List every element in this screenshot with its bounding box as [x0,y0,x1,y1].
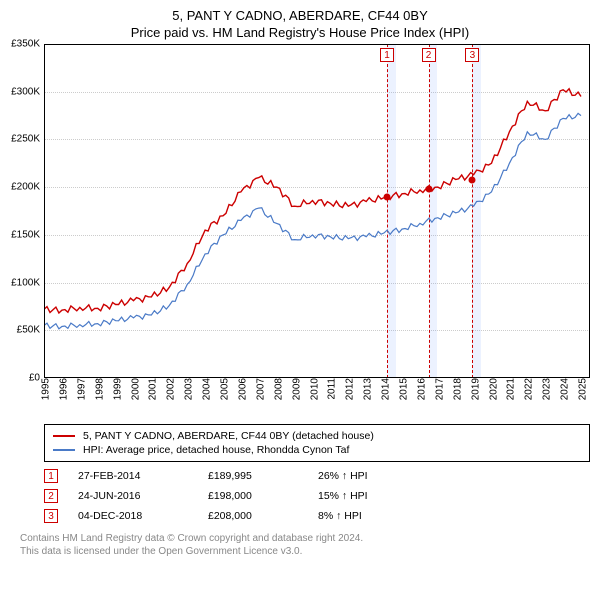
title-address: 5, PANT Y CADNO, ABERDARE, CF44 0BY [0,8,600,23]
x-tick-label: 1999 [108,378,123,400]
transaction-badge: 1 [44,469,58,483]
legend: 5, PANT Y CADNO, ABERDARE, CF44 0BY (det… [44,424,590,462]
x-tick-label: 2011 [323,378,338,400]
transaction-row: 2 24-JUN-2016£198,00015% ↑ HPI [44,486,590,506]
transaction-delta: 15% ↑ HPI [318,490,368,502]
x-tick-label: 2003 [180,378,195,400]
transaction-badge: 3 [44,509,58,523]
x-tick-label: 2010 [305,378,320,400]
chart-area: £0£50K£100K£150K£200K£250K£300K£350K123 [44,44,590,378]
legend-swatch [53,435,75,437]
y-tick-label: £150K [0,229,40,240]
legend-swatch [53,449,75,451]
legend-item: HPI: Average price, detached house, Rhon… [53,443,581,457]
y-tick-label: £200K [0,182,40,193]
x-tick-label: 2022 [520,378,535,400]
x-tick-label: 2024 [556,378,571,400]
x-tick-label: 2023 [538,378,553,400]
x-tick-label: 1997 [72,378,87,400]
y-tick-label: £300K [0,86,40,97]
transaction-delta: 8% ↑ HPI [318,510,362,522]
x-tick-label: 2015 [395,378,410,400]
transaction-delta: 26% ↑ HPI [318,470,368,482]
x-tick-label: 2008 [269,378,284,400]
x-tick-label: 2021 [502,378,517,400]
transaction-badge: 2 [44,489,58,503]
transaction-table: 1 27-FEB-2014£189,99526% ↑ HPI 2 24-JUN-201… [44,466,590,526]
chart-container: 5, PANT Y CADNO, ABERDARE, CF44 0BY Pric… [0,0,600,590]
transaction-date: 24-JUN-2016 [78,490,208,502]
series-hpi [44,113,581,328]
legend-label: HPI: Average price, detached house, Rhon… [83,444,349,456]
x-tick-label: 2013 [359,378,374,400]
x-tick-label: 2007 [251,378,266,400]
x-tick-label: 2009 [287,378,302,400]
y-tick-label: £100K [0,277,40,288]
transaction-price: £208,000 [208,510,318,522]
y-tick-label: £50K [0,325,40,336]
x-tick-label: 2004 [198,378,213,400]
x-tick-label: 2005 [216,378,231,400]
transaction-row: 1 27-FEB-2014£189,99526% ↑ HPI [44,466,590,486]
x-tick-label: 2019 [466,378,481,400]
title-block: 5, PANT Y CADNO, ABERDARE, CF44 0BY Pric… [0,0,600,44]
x-tick-label: 2001 [144,378,159,400]
legend-item: 5, PANT Y CADNO, ABERDARE, CF44 0BY (det… [53,429,581,443]
y-tick-label: £250K [0,134,40,145]
x-tick-label: 2002 [162,378,177,400]
x-tick-label: 2018 [448,378,463,400]
x-tick-label: 2012 [341,378,356,400]
x-tick-label: 2025 [574,378,589,400]
y-tick-label: £0 [0,373,40,384]
x-tick-label: 2020 [484,378,499,400]
transaction-price: £198,000 [208,490,318,502]
x-tick-label: 2017 [430,378,445,400]
y-tick-label: £350K [0,39,40,50]
title-subtitle: Price paid vs. HM Land Registry's House … [0,25,600,40]
x-tick-label: 1996 [54,378,69,400]
footer-line1: Contains HM Land Registry data © Crown c… [20,532,590,545]
transaction-price: £189,995 [208,470,318,482]
footer-attribution: Contains HM Land Registry data © Crown c… [20,532,590,558]
line-chart-svg [44,44,590,378]
x-tick-label: 1995 [37,378,52,400]
x-axis: 1995199619971998199920002001200220032004… [44,378,590,418]
x-tick-label: 2006 [233,378,248,400]
transaction-date: 04-DEC-2018 [78,510,208,522]
series-property [44,89,581,313]
transaction-row: 3 04-DEC-2018£208,0008% ↑ HPI [44,506,590,526]
x-tick-label: 2000 [126,378,141,400]
footer-line2: This data is licensed under the Open Gov… [20,545,590,558]
x-tick-label: 2014 [377,378,392,400]
x-tick-label: 1998 [90,378,105,400]
legend-label: 5, PANT Y CADNO, ABERDARE, CF44 0BY (det… [83,430,374,442]
transaction-date: 27-FEB-2014 [78,470,208,482]
x-tick-label: 2016 [412,378,427,400]
